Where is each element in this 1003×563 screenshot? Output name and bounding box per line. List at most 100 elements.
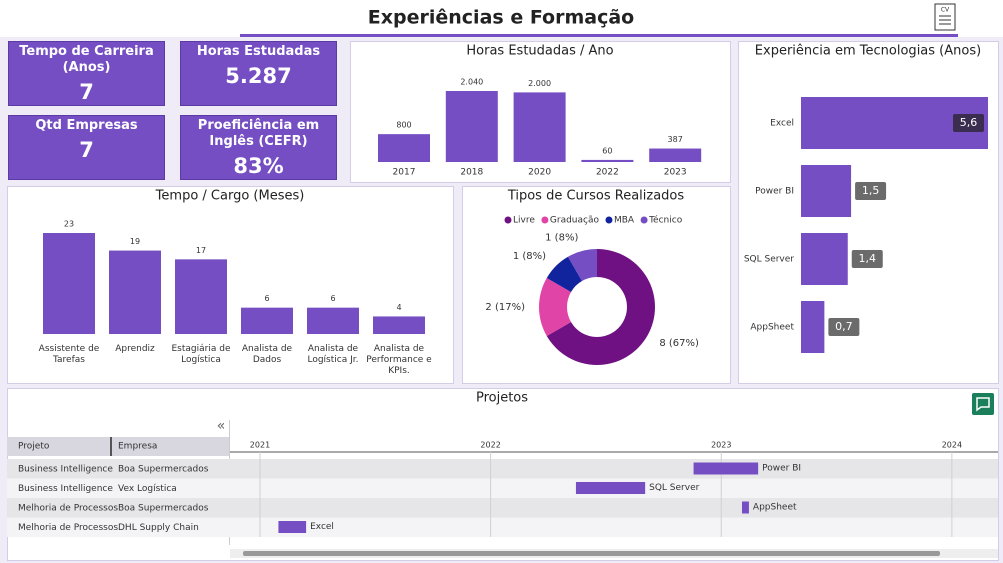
kpi-label: Proeficiência em Inglês (CEFR) <box>197 118 320 149</box>
x-tick-label: 2022 <box>596 168 619 178</box>
data-label: 5,6 <box>960 116 978 129</box>
data-label: 0,7 <box>835 320 853 333</box>
data-label: 2 (17%) <box>485 302 525 313</box>
x-tick-label: 2017 <box>393 168 416 178</box>
cell: Vex Logística <box>118 484 177 494</box>
x-tick-label: Estagiária de Logística <box>171 344 231 365</box>
legend-label: Graduação <box>550 216 600 226</box>
data-label: 1,5 <box>862 184 880 197</box>
chart-title: Experiência em Tecnologias (Anos) <box>755 44 981 59</box>
x-tick-label: 2018 <box>460 168 483 178</box>
cv-icon-text[interactable]: CV <box>941 7 950 14</box>
legend-label: Livre <box>513 216 535 226</box>
table-row <box>7 478 998 498</box>
kpi-label: Qtd Empresas <box>35 118 138 133</box>
cell: Business Intelligence <box>18 465 113 475</box>
data-label-box <box>851 250 883 268</box>
kpi-card: Tempo de Carreira (Anos) 7 <box>8 41 165 106</box>
bar <box>801 301 825 353</box>
x-tick-label: 2022 <box>480 441 500 450</box>
cell: Boa Supermercados <box>118 465 209 475</box>
data-label: 2.000 <box>528 79 551 88</box>
legend-swatch <box>541 216 549 224</box>
bar <box>43 233 95 334</box>
bar <box>109 250 161 334</box>
cell: Business Intelligence <box>18 484 113 494</box>
data-label-box <box>855 182 887 200</box>
scrollbar-thumb[interactable] <box>243 551 940 556</box>
chart-title: Tempo / Cargo (Meses) <box>155 189 305 204</box>
donut-slice <box>546 249 655 365</box>
x-tick-label: 2020 <box>528 168 551 178</box>
donut-slice <box>568 249 597 282</box>
kpi-card: Horas Estudadas 5.287 <box>180 41 337 106</box>
donut-slice <box>546 256 582 292</box>
data-label: 1,4 <box>859 252 877 265</box>
cell: Melhoria de Processos <box>18 504 118 514</box>
chart-title: Projetos <box>476 391 528 406</box>
x-tick-label: Analista de Performance e KPIs. <box>366 344 432 376</box>
page-title: Experiências e Formação <box>368 7 634 29</box>
y-tick-label: AppSheet <box>750 323 794 333</box>
cv-icon-lines[interactable] <box>939 15 951 25</box>
cv-icon[interactable]: CV <box>934 3 956 31</box>
data-label: 8 (67%) <box>659 338 699 349</box>
data-label: 1 (8%) <box>513 251 546 262</box>
data-label: 19 <box>130 237 140 246</box>
chart-title: Horas Estudadas / Ano <box>466 44 613 59</box>
x-tick-label: Aprendiz <box>115 344 155 354</box>
data-label: 6 <box>264 294 269 303</box>
comment-icon[interactable] <box>976 397 990 412</box>
data-label: Power BI <box>762 464 801 474</box>
y-tick-label: Power BI <box>755 187 794 197</box>
x-tick-label: Assistente de Tarefas <box>38 344 100 365</box>
bar <box>649 148 702 162</box>
data-label: AppSheet <box>753 503 797 513</box>
kpi-value: 83% <box>233 154 284 178</box>
cell: Melhoria de Processos <box>18 523 118 533</box>
bar <box>581 159 634 162</box>
bar <box>307 307 359 334</box>
comment-button[interactable] <box>972 393 994 415</box>
cell: DHL Supply Chain <box>118 523 199 533</box>
data-label-box <box>828 318 860 336</box>
kpi-card: Qtd Empresas 7 <box>8 115 165 180</box>
bar <box>801 165 852 217</box>
title-underline <box>240 34 958 37</box>
legend-label: MBA <box>614 216 635 226</box>
bar <box>513 92 566 162</box>
chart-title: Tipos de Cursos Realizados <box>507 189 685 204</box>
legend-swatch <box>640 216 648 224</box>
y-tick-label: Excel <box>770 119 794 129</box>
x-tick-label: 2021 <box>250 441 270 450</box>
gantt-bar <box>693 462 759 475</box>
x-tick-label: 2023 <box>711 441 731 450</box>
kpi-label: Tempo de Carreira (Anos) <box>19 44 154 75</box>
x-tick-label: 2023 <box>664 168 687 178</box>
legend-swatch <box>504 216 512 224</box>
column-header: Empresa <box>118 442 157 452</box>
data-label: 2.040 <box>460 78 483 87</box>
table-row <box>7 498 998 518</box>
kpi-value: 7 <box>79 138 94 162</box>
table-header <box>7 437 229 456</box>
collapse-button[interactable]: « <box>217 418 226 434</box>
data-label: 800 <box>396 121 411 130</box>
header-bar <box>0 0 1003 37</box>
x-tick-label: Analista de Logística Jr. <box>307 344 359 365</box>
gantt-bar <box>575 482 646 494</box>
cell: Boa Supermercados <box>118 504 209 514</box>
bar <box>445 91 498 162</box>
data-label-box <box>953 114 984 132</box>
data-label: 17 <box>196 246 206 255</box>
x-tick-label: Analista de Dados <box>241 344 293 365</box>
data-label: 387 <box>668 135 683 144</box>
kpi-value: 7 <box>79 80 94 104</box>
kpi-label: Horas Estudadas <box>196 44 321 59</box>
legend-label: Técnico <box>648 215 683 226</box>
data-label: 6 <box>330 294 335 303</box>
bar <box>801 233 848 285</box>
gantt-bar <box>742 501 749 514</box>
